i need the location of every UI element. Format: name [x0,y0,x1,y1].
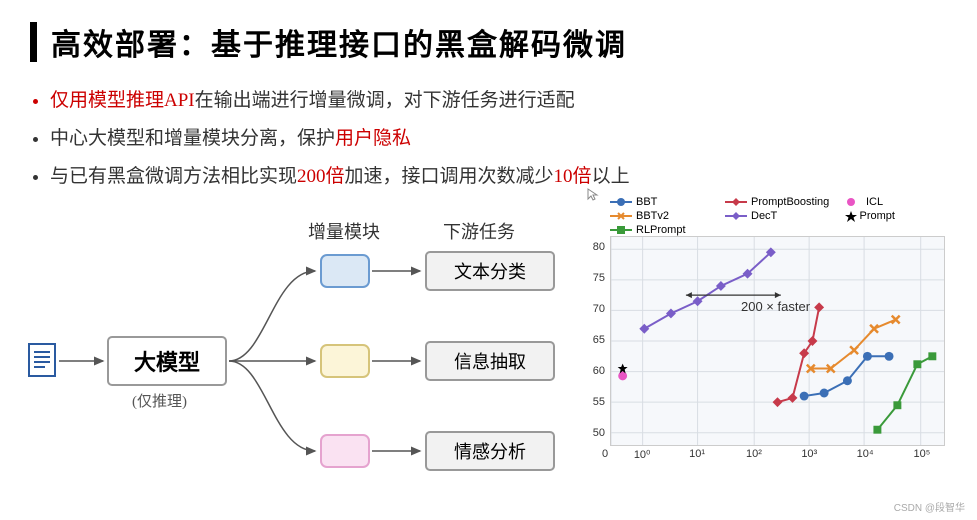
bullet-1: 仅用模型推理API在输出端进行增量微调，对下游任务进行适配 [50,82,977,120]
legend-rlprompt: RLPrompt [610,224,715,236]
bullet-1-text: 在输出端进行增量微调，对下游任务进行适配 [195,90,575,111]
chart-legend: BBT PromptBoosting ICL BBTv2 DecT Prompt… [610,196,960,238]
bullet-3-seg2: 加速，接口调用次数减少 [345,166,554,187]
bullet-3: 与已有黑盒微调方法相比实现200倍加速，接口调用次数减少10倍以上 [50,158,977,196]
legend-pb-label: PromptBoosting [751,196,829,208]
content-row: 增量模块 下游任务 大模型 (仅推理) 文本分类 信息抽取 情感分析 [0,202,977,492]
legend-bbt: BBT [610,196,715,208]
legend-bbtv2-label: BBTv2 [636,210,669,222]
bullet-2: 中心大模型和增量模块分离，保护用户隐私 [50,120,977,158]
legend-bbt-label: BBT [636,196,657,208]
bullet-3-seg0: 与已有黑盒微调方法相比实现 [50,166,297,187]
legend-prompt-label: Prompt [860,210,895,222]
bullet-3-seg4: 以上 [592,166,630,187]
bullet-2-text: 中心大模型和增量模块分离，保护 [50,128,335,149]
bullet-3-seg1: 200倍 [297,166,345,187]
bullet-2-highlight: 用户隐私 [335,128,411,149]
legend-rlp-label: RLPrompt [636,224,686,236]
title-accent-bar [30,22,37,62]
chart-svg [611,237,944,445]
legend-promptboosting: PromptBoosting [725,196,830,208]
legend-dect-label: DecT [751,210,777,222]
cursor-icon [587,188,599,202]
chart-annotation: 200 × faster [741,299,810,314]
chart-plot-area: 200 × faster [610,236,945,446]
title-bar: 高效部署：基于推理接口的黑盒解码微调 [0,0,977,74]
page-title: 高效部署：基于推理接口的黑盒解码微调 [51,20,627,64]
legend-bbtv2: BBTv2 [610,210,715,222]
bullet-list: 仅用模型推理API在输出端进行增量微调，对下游任务进行适配 中心大模型和增量模块… [0,74,977,202]
legend-icl: ICL [840,196,895,208]
watermark-text: CSDN @段智华 [894,499,965,514]
architecture-diagram: 增量模块 下游任务 大模型 (仅推理) 文本分类 信息抽取 情感分析 [15,202,575,492]
legend-icl-label: ICL [866,196,883,208]
bullet-1-highlight: 仅用模型推理API [50,90,195,111]
legend-dect: DecT [725,210,830,222]
bullet-3-seg3: 10倍 [554,166,592,187]
diagram-arrows [15,202,575,492]
performance-chart: BBT PromptBoosting ICL BBTv2 DecT Prompt… [575,196,960,461]
legend-prompt: Prompt [840,210,895,222]
